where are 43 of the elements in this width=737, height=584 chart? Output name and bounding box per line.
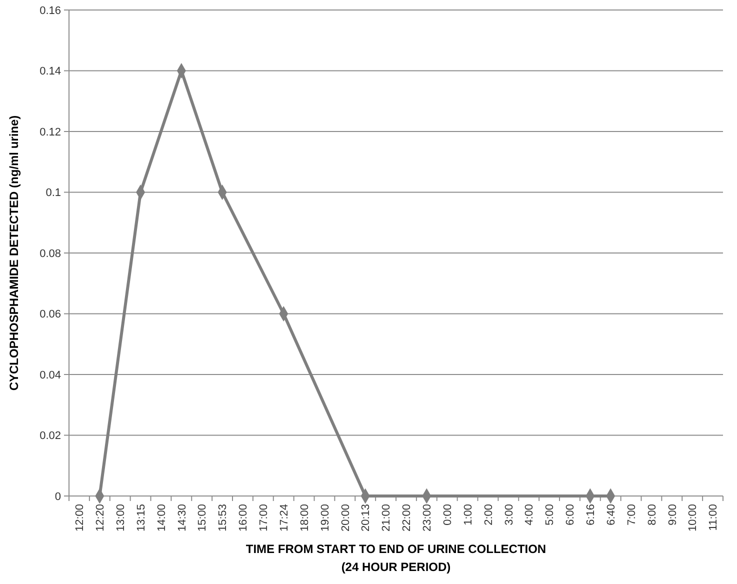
- y-tick-label: 0.06: [40, 308, 61, 321]
- x-tick-label: 3:00: [503, 504, 516, 526]
- x-tick-label: 5:00: [544, 504, 556, 526]
- x-axis-title: TIME FROM START TO END OF URINE COLLECTION (24 HOUR PERIOD): [246, 542, 546, 574]
- x-tick-label: 19:00: [319, 504, 332, 532]
- x-tick-label: 6:16: [585, 504, 598, 526]
- y-tick-label: 0.12: [40, 126, 61, 138]
- x-tick-label: 20:00: [340, 504, 352, 532]
- x-tick-label: 18:00: [298, 504, 311, 532]
- x-tick-label: 16:00: [238, 504, 250, 532]
- y-tick-label: 0.08: [40, 248, 61, 260]
- x-tick-label: 15:00: [196, 504, 209, 532]
- x-tick-label: 14:30: [176, 504, 188, 532]
- x-tick-label: 13:00: [114, 504, 127, 532]
- x-tick-label: 11:00: [708, 504, 720, 531]
- y-tick-label: 0: [54, 490, 61, 503]
- x-tick-label: 8:00: [646, 504, 658, 526]
- x-tick-label: 21:00: [380, 504, 393, 532]
- x-tick-label: 0:00: [442, 504, 454, 526]
- y-axis-title: CYCLOPHOSPHAMIDE DETECTED (ng/ml urine): [7, 115, 22, 391]
- x-tick-label: 6:40: [605, 504, 618, 526]
- x-tick-label: 1:00: [462, 504, 474, 526]
- x-tick-label: 14:00: [156, 504, 168, 532]
- x-tick-label: 6:00: [564, 504, 577, 526]
- x-tick-label: 7:00: [626, 504, 638, 526]
- x-tick-label: 2:00: [482, 504, 495, 526]
- x-tick-label: 23:00: [422, 504, 434, 532]
- x-tick-label: 13:15: [135, 504, 148, 532]
- x-tick-label: 22:00: [401, 504, 414, 532]
- x-tick-label: 12:00: [74, 504, 86, 532]
- x-tick-label: 17:00: [258, 504, 270, 532]
- x-tick-label: 17:24: [278, 504, 290, 532]
- y-tick-label: 0.02: [40, 430, 61, 442]
- x-tick-label: 10:00: [687, 504, 700, 532]
- y-tick-label: 0.1: [46, 187, 61, 200]
- y-tick-label: 0.16: [40, 4, 61, 17]
- y-tick-label: 0.14: [40, 66, 61, 78]
- x-tick-label: 9:00: [666, 504, 679, 526]
- y-tick-label: 0.04: [40, 369, 61, 382]
- x-tick-label: 20:13: [360, 504, 372, 532]
- x-tick-label: 15:53: [217, 504, 230, 532]
- x-tick-label: 4:00: [524, 504, 536, 526]
- x-tick-label: 12:20: [94, 504, 107, 532]
